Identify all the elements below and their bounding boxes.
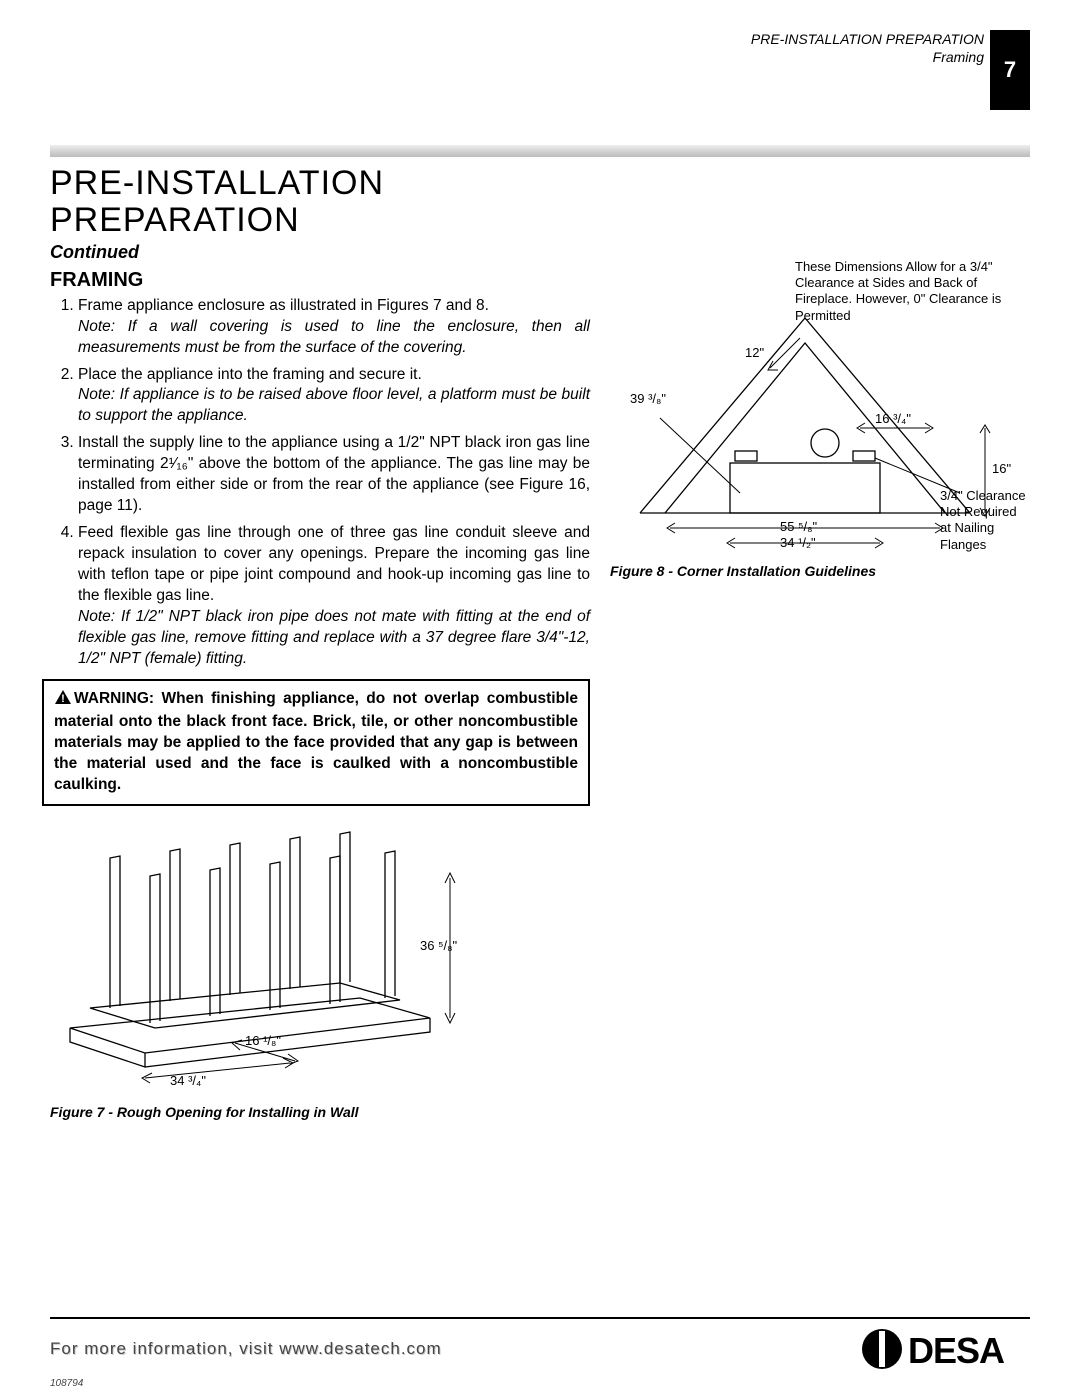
step-2: Place the appliance into the framing and…: [78, 365, 590, 428]
footer-text: For more information, visit www.desatech…: [50, 1339, 442, 1359]
fig8-d16: 16": [992, 461, 1011, 477]
fig7-dim-height: 36 ⁵/₈": [420, 938, 457, 953]
divider-bar: [50, 145, 1030, 157]
framing-steps: Frame appliance enclosure as illustrated…: [50, 296, 590, 670]
document-number: 108794: [50, 1378, 83, 1389]
fig8-d39: 39 ³/₈": [630, 391, 666, 407]
note-label: Note:: [78, 608, 115, 625]
page-header: PRE-INSTALLATION PREPARATION Framing 7: [50, 30, 1030, 110]
figure-8: 12" 39 ³/₈" 16 ³/₄" 16" 55 ⁵/₈" 34 ¹/₂" …: [610, 263, 1010, 553]
page-number: 7: [1004, 57, 1016, 83]
step-4-note: If 1/2" NPT black iron pipe does not mat…: [78, 608, 590, 667]
header-text: PRE-INSTALLATION PREPARATION Framing: [751, 30, 984, 66]
left-column: FRAMING Frame appliance enclosure as ill…: [50, 263, 590, 1120]
step-3: Install the supply line to the appliance…: [78, 433, 590, 517]
header-line1: PRE-INSTALLATION PREPARATION: [751, 30, 984, 48]
warning-box: ! WARNING: When finishing appliance, do …: [42, 679, 590, 806]
step-1: Frame appliance enclosure as illustrated…: [78, 296, 590, 359]
fig8-d55: 55 ⁵/₈": [780, 519, 817, 535]
brand-logo: DESA: [860, 1327, 1030, 1371]
header-line2: Framing: [751, 48, 984, 66]
title-line2: PREPARATION: [50, 201, 300, 239]
warning-text: WARNING: When finishing appliance, do no…: [54, 690, 578, 793]
step-1-note: If a wall covering is used to line the e…: [78, 318, 590, 356]
fig7-dim-depth: 16 ¹/₈": [245, 1033, 281, 1048]
page-footer: For more information, visit www.desatech…: [50, 1317, 1030, 1371]
fig8-d16-34: 16 ³/₄": [875, 411, 911, 427]
step-4: Feed flexible gas line through one of th…: [78, 523, 590, 669]
fig8-d34: 34 ¹/₂": [780, 535, 816, 551]
figure-7: 36 ⁵/₈" 16 ¹/₈" 34 ³/₄": [50, 818, 470, 1098]
figure-7-svg: [50, 818, 470, 1098]
fig8-note2: 3/4" Clearance Not Required at Nailing F…: [940, 488, 1030, 553]
step-2-text: Place the appliance into the framing and…: [78, 366, 422, 383]
figure-7-caption: Figure 7 - Rough Opening for Installing …: [50, 1104, 590, 1120]
fig8-d12: 12": [745, 345, 764, 361]
framing-subhead: FRAMING: [50, 269, 590, 292]
svg-text:!: !: [61, 693, 65, 705]
figure-8-caption: Figure 8 - Corner Installation Guideline…: [610, 563, 1030, 579]
step-3-text: Install the supply line to the appliance…: [78, 434, 590, 514]
page-number-box: 7: [990, 30, 1030, 110]
title-line1: PRE-INSTALLATION: [50, 164, 384, 202]
page-title: PRE-INSTALLATION PREPARATION: [50, 165, 1030, 240]
fig7-dim-width: 34 ³/₄": [170, 1073, 206, 1088]
right-column: 12" 39 ³/₈" 16 ³/₄" 16" 55 ⁵/₈" 34 ¹/₂" …: [610, 263, 1030, 1120]
warning-icon: !: [54, 689, 72, 712]
fig8-note1: These Dimensions Allow for a 3/4" Cleara…: [795, 259, 1005, 324]
step-4-text: Feed flexible gas line through one of th…: [78, 524, 590, 604]
main-content: PRE-INSTALLATION PREPARATION Continued F…: [50, 165, 1030, 1120]
svg-text:DESA: DESA: [908, 1330, 1005, 1371]
note-label: Note:: [78, 386, 115, 403]
note-label: Note:: [78, 318, 115, 335]
step-1-text: Frame appliance enclosure as illustrated…: [78, 297, 489, 314]
step-2-note: If appliance is to be raised above floor…: [78, 386, 590, 424]
